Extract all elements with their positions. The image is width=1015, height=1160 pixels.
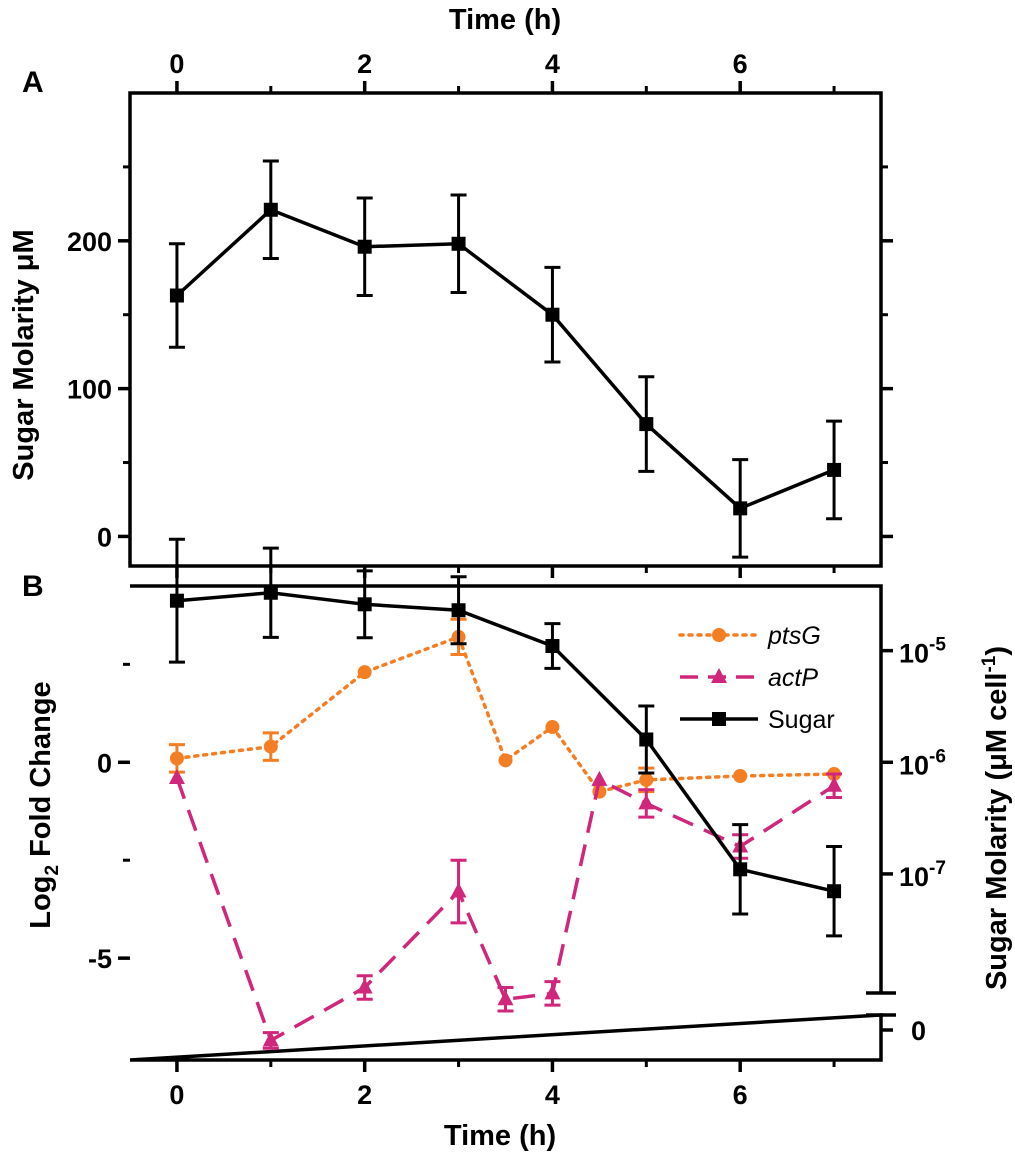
legend-label-ptsg: ptsG: [767, 622, 821, 650]
series-line-actp: [175, 777, 836, 1043]
panel-b-letter: B: [22, 570, 44, 603]
panel-a-frame: [128, 91, 883, 568]
data-point-sugar: [733, 501, 748, 516]
data-point-sugar: [451, 603, 466, 618]
panel-b-x-axis-title: Time (h): [444, 1120, 556, 1152]
data-point-actp: [544, 984, 561, 1000]
data-point-ptsg: [545, 720, 560, 735]
data-point-sugar: [639, 417, 654, 432]
data-point-actp: [591, 770, 608, 786]
data-point-ptsg: [639, 772, 654, 787]
data-point-ptsg: [733, 768, 748, 783]
data-point-sugar: [169, 593, 184, 608]
panel-b-y-axis-title: Log2 Fold Change: [25, 681, 63, 928]
panel-a-x-tick-label: 6: [733, 49, 748, 79]
data-point-sugar: [357, 597, 372, 612]
panel-a-y-tick-label: 0: [97, 522, 112, 552]
legend-label-sugar: Sugar: [768, 706, 835, 734]
data-point-sugar: [545, 307, 560, 322]
series-line-ptsg: [175, 634, 836, 794]
legend-marker-sugar: [712, 712, 726, 726]
panel-a: A Time (h) Sugar Molarity μM 0 2 4 6 0 100 200: [8, 4, 893, 578]
legend-marker-actp: [711, 668, 727, 683]
panel-b-y2-tick-label: 10-7: [899, 858, 946, 892]
panel-b-y2-zero-label: 0: [911, 1016, 926, 1046]
panel-a-y-axis-title: Sugar Molarity μM: [8, 229, 40, 480]
data-point-actp: [262, 1031, 279, 1047]
series-line-sugar: [176, 590, 835, 893]
panel-b-x-tick-label: 4: [545, 1080, 560, 1110]
panel-a-y-tick-label: 100: [67, 375, 112, 405]
data-point-sugar: [639, 732, 654, 747]
panel-b-y-tick-label: 0: [97, 748, 112, 778]
data-point-sugar: [357, 239, 372, 254]
data-point-actp: [356, 978, 373, 994]
data-point-sugar: [451, 236, 466, 251]
data-point-actp: [826, 776, 843, 792]
legend: ptsG actP Sugar: [678, 622, 835, 734]
panel-a-letter: A: [22, 66, 44, 99]
series-line-sugar: [175, 207, 835, 511]
panel-a-x-tick-label: 2: [357, 49, 372, 79]
legend-marker-ptsg: [712, 628, 726, 642]
data-point-actp: [497, 990, 514, 1006]
panel-b-x-tick-label: 0: [169, 1080, 184, 1110]
data-point-ptsg: [498, 753, 513, 768]
data-point-sugar: [827, 884, 842, 899]
legend-label-actp: actP: [768, 664, 818, 692]
data-point-sugar: [827, 462, 842, 477]
data-point-ptsg: [169, 751, 184, 766]
data-point-sugar: [263, 202, 278, 217]
panel-b: B Time (h) Log2 Fold Change Sugar Molari…: [22, 537, 1013, 1152]
panel-b-frame: [129, 584, 883, 1062]
data-point-actp: [450, 882, 467, 898]
data-point-actp: [168, 768, 185, 784]
panel-b-y2-axis-title: Sugar Molarity (μM cell-1): [979, 646, 1013, 990]
data-point-ptsg: [263, 739, 278, 754]
panel-b-x-tick-label: 6: [733, 1080, 748, 1110]
data-point-sugar: [733, 862, 748, 877]
panel-a-x-axis-title: Time (h): [449, 4, 561, 36]
data-point-sugar: [545, 639, 560, 654]
data-point-sugar: [169, 288, 184, 303]
data-point-sugar: [263, 585, 278, 600]
panel-a-x-tick-label: 4: [545, 49, 560, 79]
panel-a-y-tick-label: 200: [67, 227, 112, 257]
data-point-actp: [638, 794, 655, 810]
panel-b-y2-tick-label: 10-6: [899, 746, 946, 780]
panel-b-x-tick-label: 2: [357, 1080, 372, 1110]
panel-a-x-tick-label: 0: [169, 49, 184, 79]
panel-b-y2-tick-label: 10-5: [899, 635, 946, 669]
panel-b-y-tick-label: -5: [88, 944, 112, 974]
data-point-ptsg: [357, 665, 372, 680]
